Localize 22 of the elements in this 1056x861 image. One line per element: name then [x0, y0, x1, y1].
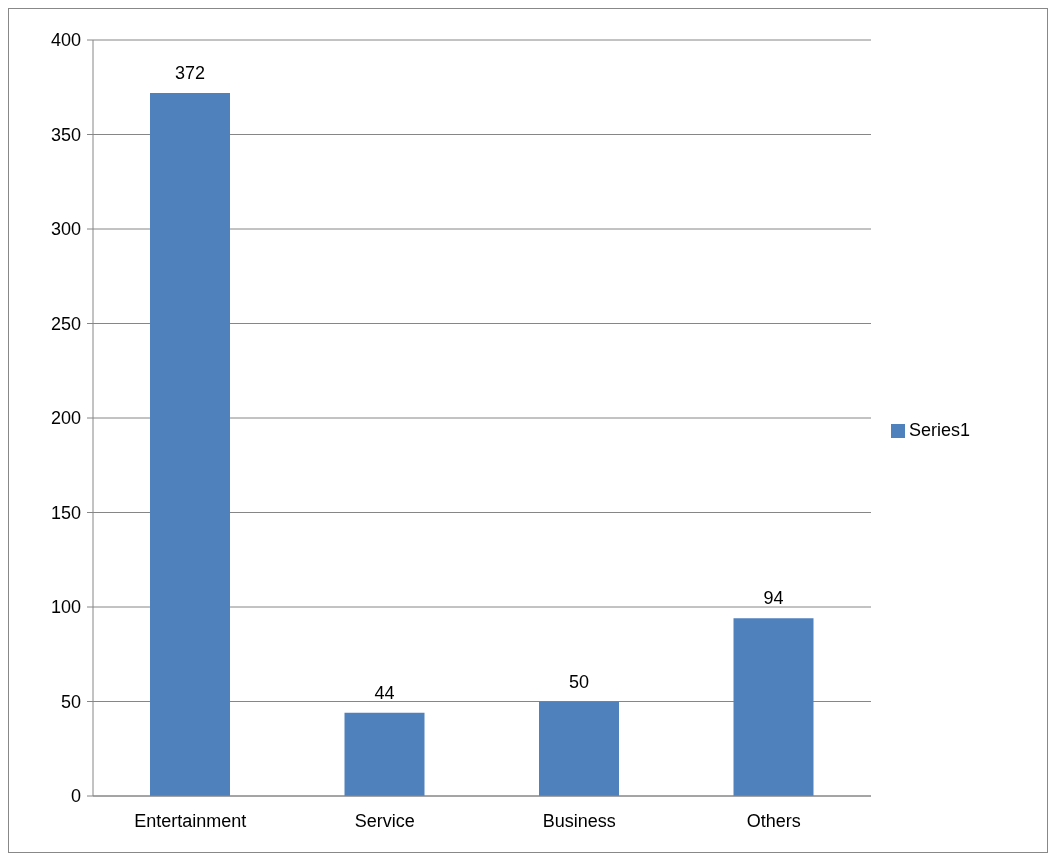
legend-label: Series1	[909, 420, 971, 440]
bar	[150, 92, 230, 796]
y-tick-label: 400	[50, 30, 81, 51]
x-tick-label: Service	[354, 810, 415, 831]
y-tick-label: 150	[50, 502, 81, 523]
data-label: 44	[374, 682, 395, 703]
data-label: 50	[568, 671, 590, 692]
y-tick-label: 200	[50, 408, 81, 429]
y-tick-label: 50	[60, 691, 81, 712]
bar	[539, 701, 619, 796]
x-tick-label: Entertainment	[134, 810, 247, 831]
y-tick-label: 100	[50, 597, 81, 618]
data-label: 94	[763, 588, 784, 609]
y-tick-label: 350	[50, 124, 81, 145]
bar	[733, 618, 814, 796]
x-tick-label: Others	[746, 810, 801, 831]
y-tick-label: 0	[70, 786, 81, 807]
y-tick-label: 300	[50, 219, 81, 240]
data-label: 372	[174, 62, 206, 83]
bar	[344, 712, 425, 796]
x-tick-label: Business	[542, 810, 616, 831]
y-tick-label: 250	[50, 313, 81, 334]
